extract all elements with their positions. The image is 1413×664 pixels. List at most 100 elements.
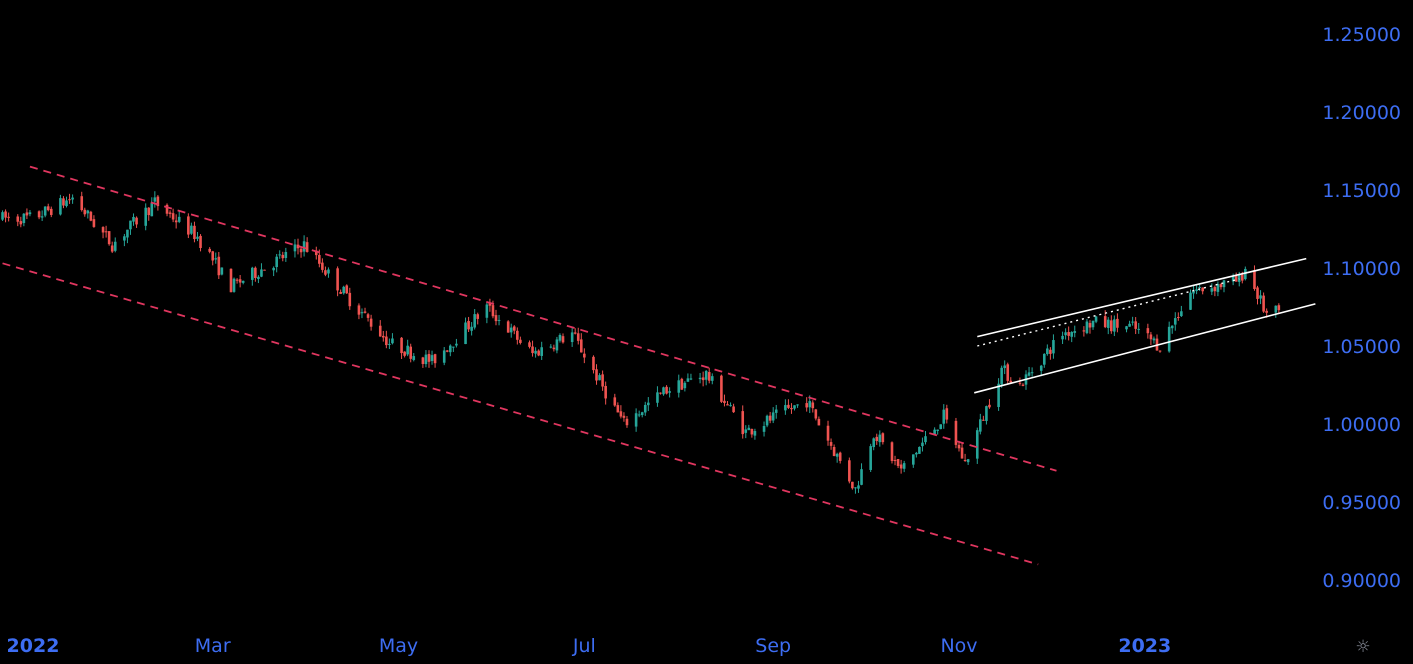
candle-body: [171, 213, 175, 220]
candle-body: [348, 292, 352, 307]
candle-body: [509, 327, 513, 333]
candle-body: [704, 370, 708, 380]
candle-body: [619, 411, 623, 417]
candle-body: [662, 387, 665, 395]
candle-body: [327, 269, 330, 274]
candle-body: [875, 436, 879, 441]
candle-body: [1006, 364, 1010, 381]
candle-body: [814, 409, 818, 419]
candle-body: [445, 350, 449, 352]
candle-body: [65, 200, 68, 207]
candle-body: [832, 446, 836, 456]
candle-body: [1070, 332, 1074, 337]
candle-body: [235, 279, 239, 281]
candle-body: [592, 356, 595, 371]
candle-body: [391, 338, 394, 344]
candle-body: [113, 241, 117, 251]
trendline-downtrend-lower[interactable]: [2, 262, 1039, 566]
candle-body: [689, 378, 693, 380]
time-axis[interactable]: 2022 Mar May Jul Sep Nov 2023: [7, 635, 1172, 657]
candle-body: [430, 355, 434, 361]
candle-body: [104, 231, 108, 233]
candle-body: [576, 333, 580, 341]
candle-body: [829, 442, 833, 446]
candle-body: [403, 351, 406, 356]
candle-body: [272, 267, 275, 271]
candle-body: [491, 305, 495, 317]
trendline-uptrend-upper[interactable]: [977, 257, 1307, 338]
candle-body: [790, 407, 793, 410]
candle-body: [647, 402, 650, 406]
candle-body: [129, 220, 132, 230]
candle-body: [40, 216, 44, 218]
candle-body: [1137, 328, 1141, 330]
candle-body: [918, 446, 921, 454]
candle-body: [284, 252, 288, 258]
candle-body: [4, 211, 7, 218]
candle-body: [1216, 284, 1220, 292]
price-axis[interactable]: 1.25000 1.20000 1.15000 1.10000 1.05000 1.000…: [1322, 24, 1401, 592]
candle-body: [640, 412, 644, 416]
candle-body: [573, 332, 577, 334]
candle-body: [388, 343, 391, 345]
candle-body: [710, 376, 714, 381]
candle-body: [516, 330, 519, 340]
x-tick-label: 2023: [1118, 635, 1171, 657]
candle-body: [305, 242, 309, 252]
candle-body: [1152, 338, 1156, 341]
candle-body: [613, 397, 617, 406]
candle-body: [1210, 288, 1214, 292]
candle-body: [107, 231, 111, 245]
settings-icon[interactable]: ☼: [1355, 637, 1371, 657]
candle-body: [150, 202, 154, 217]
y-tick-label: 0.90000: [1322, 570, 1401, 592]
candle-body: [561, 336, 565, 343]
candle-body: [997, 383, 1000, 408]
candle-body: [147, 207, 151, 216]
candle-body: [723, 400, 726, 404]
candle-body: [190, 225, 193, 234]
candle-body: [540, 347, 543, 356]
candle-body: [1131, 321, 1134, 323]
trendline-uptrend-lower[interactable]: [974, 303, 1316, 394]
candle-body: [835, 453, 839, 457]
candle-body: [668, 391, 671, 393]
y-tick-label: 1.15000: [1322, 180, 1401, 202]
candle-body: [1094, 316, 1098, 322]
candle-body: [232, 278, 236, 292]
candle-body: [101, 227, 105, 233]
candle-body: [854, 487, 857, 489]
candle-body: [37, 211, 41, 218]
candle-body: [622, 415, 626, 418]
candle-body: [464, 322, 467, 345]
candle-body: [1039, 365, 1043, 371]
candle-body: [485, 304, 489, 318]
candle-body: [537, 350, 540, 356]
candle-body: [257, 276, 260, 280]
candle-body: [196, 236, 199, 239]
candle-body: [838, 452, 842, 461]
candle-body: [342, 286, 345, 294]
candle-body: [1110, 320, 1113, 332]
candle-body: [168, 212, 172, 214]
candle-body: [656, 392, 659, 403]
candle-body: [1237, 274, 1241, 282]
candle-body: [321, 262, 324, 270]
candle-body: [988, 404, 991, 408]
candle-body: [293, 244, 297, 252]
trendline-downtrend-upper[interactable]: [29, 165, 1057, 472]
x-tick-label: Mar: [195, 635, 231, 657]
candle-body: [126, 229, 129, 238]
candle-body: [187, 216, 190, 235]
candle-body: [534, 350, 537, 354]
candle-body: [132, 216, 135, 222]
candle-body: [720, 375, 723, 402]
candle-body: [1067, 332, 1070, 336]
x-tick-label: Sep: [755, 635, 791, 657]
candle-body: [595, 369, 598, 381]
candle-body: [954, 420, 958, 445]
candle-body: [263, 269, 266, 271]
candle-body: [43, 206, 47, 216]
